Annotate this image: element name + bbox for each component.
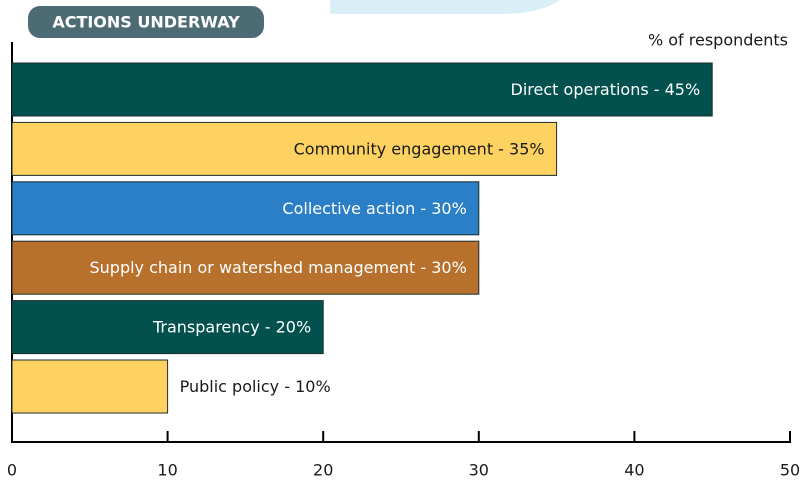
axis-label: % of respondents bbox=[648, 31, 788, 50]
bar bbox=[11, 359, 169, 414]
title-badge bbox=[28, 6, 264, 38]
bar-label: Supply chain or watershed management - 3… bbox=[89, 258, 466, 277]
x-tick-label: 30 bbox=[469, 461, 489, 480]
bar bbox=[11, 300, 324, 355]
bar-label: Direct operations - 45% bbox=[511, 80, 701, 99]
x-tick-label: 40 bbox=[624, 461, 644, 480]
bar bbox=[11, 121, 558, 176]
x-tick-label: 10 bbox=[157, 461, 177, 480]
bar-label: Collective action - 30% bbox=[282, 199, 466, 218]
bar bbox=[11, 240, 480, 295]
x-tick-label: 50 bbox=[780, 461, 800, 480]
bar-label: Public policy - 10% bbox=[180, 377, 331, 396]
bar bbox=[11, 62, 713, 117]
x-tick-label: 0 bbox=[7, 461, 17, 480]
bar-label: Transparency - 20% bbox=[152, 318, 311, 337]
chart-title: ACTIONS UNDERWAY bbox=[52, 13, 240, 32]
x-tick-label: 20 bbox=[313, 461, 333, 480]
decor-stripe bbox=[330, 0, 560, 14]
bar bbox=[11, 181, 480, 236]
bar-label: Community engagement - 35% bbox=[294, 139, 545, 158]
